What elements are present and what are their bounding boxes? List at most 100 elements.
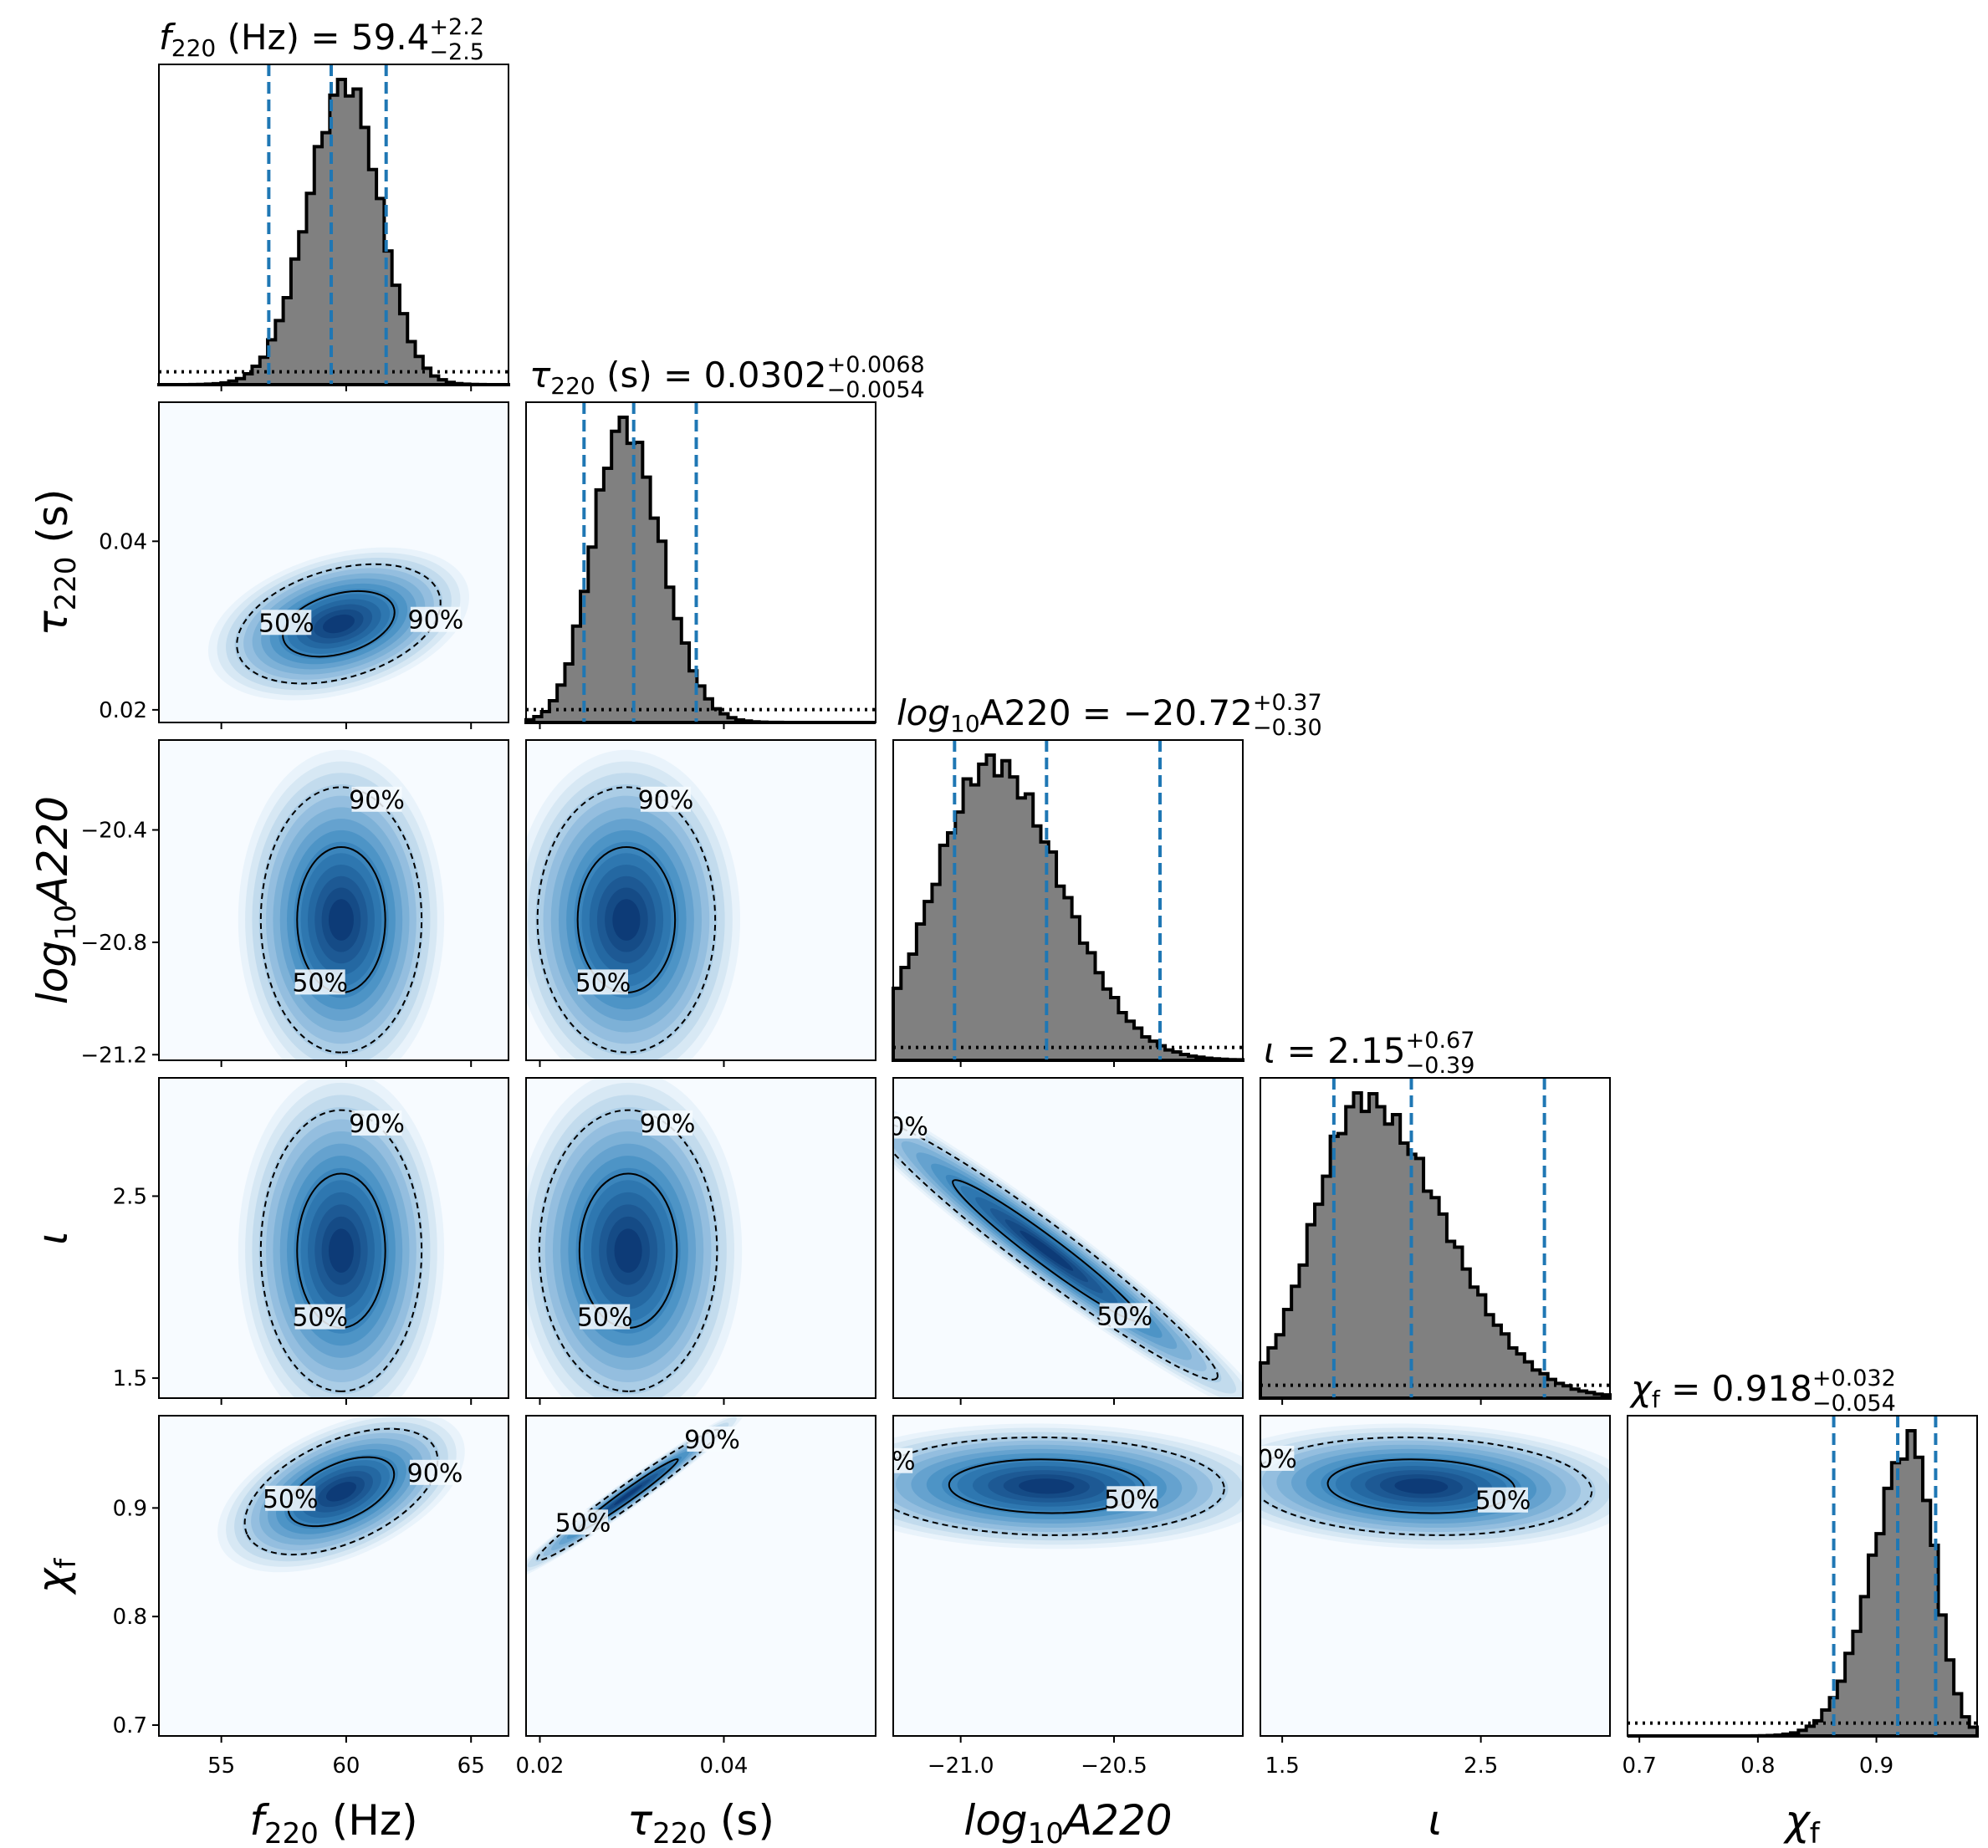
pair-panel-f220-chif: 90% 50% <box>158 1415 509 1737</box>
pair-panel-tau220-iota: 90% 50% <box>525 1077 876 1399</box>
histogram-bars <box>157 78 510 386</box>
marginal-title: χf = 0.918+0.032 −0.054 <box>1629 1366 1896 1417</box>
panel-frame <box>525 739 876 1061</box>
x-axis-label: log10A220 <box>963 1796 1172 1848</box>
y-tick-label: −20.8 <box>80 931 147 956</box>
pair-panel-tau220-chif: 90% 50% <box>525 1415 876 1737</box>
x-axis-label: χf <box>1782 1796 1821 1848</box>
contour-90 <box>236 563 442 685</box>
contour-label: 90% <box>408 606 464 636</box>
density-level <box>1020 1230 1074 1271</box>
contour-label: 50% <box>258 609 314 638</box>
contour-90 <box>1260 1436 1593 1536</box>
y-tick-label: 0.02 <box>99 698 147 723</box>
density-level <box>328 899 354 941</box>
panel-frame <box>1260 1415 1611 1737</box>
x-tick-label: 2.5 <box>1464 1754 1498 1779</box>
contour-label: 50% <box>1096 1302 1152 1331</box>
panel-frame <box>525 1415 876 1737</box>
panel-frame <box>158 1077 509 1399</box>
panel-frame <box>158 739 509 1061</box>
marginal-title: log10A220 = −20.72+0.37 −0.30 <box>897 690 1322 741</box>
axis-labels: 55 60 65 f220 (Hz) 0.02 0.04 0.04 0.02 τ220 (s) τ… <box>28 385 1893 1848</box>
x-tick-label: −20.5 <box>1081 1754 1147 1779</box>
contour-90 <box>538 1109 718 1392</box>
contour-label: 50% <box>1104 1485 1160 1514</box>
contour-label: 50% <box>555 1509 611 1538</box>
panel-frame <box>158 1415 509 1737</box>
histogram-panel-tau220: τ220 (s) = 0.0302+0.0068 −0.0054 <box>524 352 925 724</box>
x-tick-label: −21.0 <box>928 1754 994 1779</box>
density-level <box>1394 1478 1449 1494</box>
contour-label: 90% <box>684 1426 740 1455</box>
histogram-panel-iota: ι = 2.15+0.67 −0.39 <box>1259 1028 1612 1400</box>
contour-label: 50% <box>292 968 348 998</box>
density-level <box>325 1482 356 1502</box>
contour-label: 90% <box>349 786 405 815</box>
density-level <box>322 614 355 634</box>
panel-frame <box>892 1077 1244 1399</box>
contour-label: 90% <box>1241 1445 1297 1474</box>
pair-panel-f220-iota: 90% 50% <box>158 1077 509 1399</box>
x-tick-label: 55 <box>207 1754 235 1779</box>
contour-50 <box>287 1456 396 1528</box>
contour-label: 50% <box>263 1485 319 1514</box>
x-tick-label: 0.02 <box>516 1754 565 1779</box>
density-level <box>614 1228 642 1274</box>
contour-90 <box>243 1427 439 1556</box>
panel-frame <box>892 1415 1244 1737</box>
contour-label: 50% <box>577 1304 633 1333</box>
marginal-title: f220 (Hz) = 59.4+2.2 −2.5 <box>159 14 484 65</box>
density-level <box>612 899 641 941</box>
histogram-bars <box>1628 1429 1979 1738</box>
x-tick-label: 60 <box>332 1754 360 1779</box>
contour-label: 90% <box>349 1110 405 1139</box>
y-tick-label: −20.4 <box>80 819 147 844</box>
pair-panel-tau220-log10A220: 90% 50% <box>525 739 876 1061</box>
contour-label: 90% <box>872 1113 928 1142</box>
y-tick-label: 2.5 <box>113 1184 147 1209</box>
pair-panel-iota-chif: 90% 50% <box>1241 1415 1611 1737</box>
contour-90 <box>893 1436 1225 1536</box>
contour-label: 90% <box>640 1110 696 1139</box>
pair-panel-log10A220-chif: 90% 50% <box>892 1415 1244 1737</box>
histogram-bars <box>1259 1091 1612 1400</box>
x-axis-label: ι <box>1428 1796 1443 1845</box>
y-axis-label: log10A220 <box>28 796 83 1004</box>
histogram-panel-log10A220: log10A220 = −20.72+0.37 −0.30 <box>892 690 1322 1062</box>
panel-frame <box>1260 1077 1611 1399</box>
x-tick-label: 0.8 <box>1740 1754 1775 1779</box>
panel-frame <box>158 401 509 723</box>
contour-label: 50% <box>1475 1487 1531 1516</box>
histogram-panel-f220: f220 (Hz) = 59.4+2.2 −2.5 <box>157 14 510 386</box>
contour-90 <box>259 786 423 1054</box>
contour-label: 50% <box>575 968 631 998</box>
density-level <box>614 1484 643 1505</box>
y-axis-label: ι <box>28 1231 77 1245</box>
panels: 90% 50% 90% 50% 90% 50% 90% 50% 90% 50% 90% 50% 90% 5… <box>157 14 1979 1738</box>
y-tick-label: 0.04 <box>99 529 147 554</box>
contour-50 <box>282 590 396 658</box>
contour-label: 50% <box>292 1304 348 1333</box>
pair-panel-f220-tau220: 90% 50% <box>158 401 509 723</box>
marginal-title: ι = 2.15+0.67 −0.39 <box>1264 1028 1474 1079</box>
contour-90 <box>893 1121 1219 1381</box>
panel-frame <box>1627 1415 1978 1737</box>
histogram-bars <box>892 753 1244 1062</box>
x-axis-label: f220 (Hz) <box>249 1796 417 1848</box>
panel-frame <box>892 739 1244 1061</box>
y-tick-label: 0.8 <box>113 1605 147 1630</box>
histogram-panel-chif: χf = 0.918+0.032 −0.054 <box>1627 1366 1979 1738</box>
x-tick-label: 0.04 <box>700 1754 749 1779</box>
marginal-title: τ220 (s) = 0.0302+0.0068 −0.0054 <box>529 352 925 403</box>
contour-90 <box>536 786 717 1054</box>
y-tick-label: 0.7 <box>113 1713 147 1738</box>
panel-frame <box>158 64 509 385</box>
contour-90 <box>259 1109 423 1392</box>
panel-background <box>526 1416 876 1736</box>
pair-panel-f220-log10A220: 90% 50% <box>158 739 509 1061</box>
density-level <box>328 1228 354 1274</box>
histogram-bars <box>524 416 876 724</box>
contour-label: 90% <box>638 786 694 815</box>
